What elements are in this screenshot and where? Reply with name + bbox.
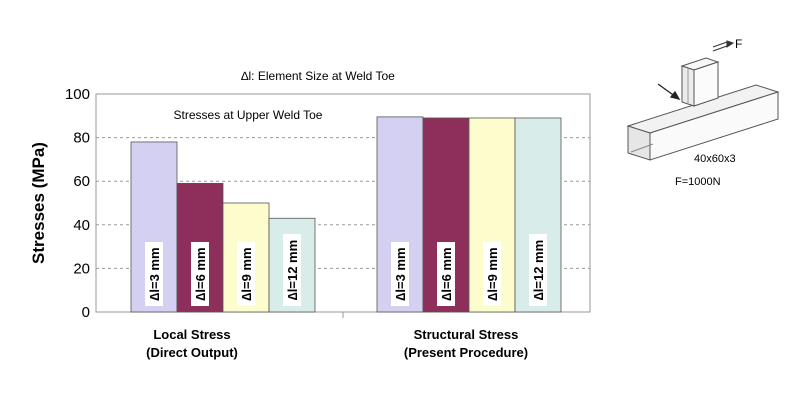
bar-label: ∆l=6 mm (439, 247, 454, 300)
bar-label: ∆l=9 mm (239, 247, 254, 300)
group-label-structural-line1: Structural Stress (414, 327, 519, 342)
force-arrow-icon (712, 40, 735, 52)
group-label-local-line2: (Direct Output) (146, 345, 238, 360)
bar-label: ∆l=3 mm (147, 247, 162, 300)
weld-joint-sketch (626, 57, 780, 161)
bar-label-box (237, 242, 255, 306)
element-size-note: ∆l: Element Size at Weld Toe (241, 69, 395, 83)
bar-label-box (529, 234, 547, 306)
y-tick-label: 20 (73, 260, 90, 277)
force-value-label: F=1000N (675, 176, 721, 188)
weld-toe-pointer-icon (657, 83, 681, 101)
y-axis-label: Stresses (MPa) (29, 142, 48, 264)
bar-label: ∆l=12 mm (531, 240, 546, 300)
y-tick-label: 100 (65, 86, 90, 103)
bar-label: ∆l=3 mm (393, 247, 408, 300)
y-tick-label: 40 (73, 217, 90, 234)
y-tick-labels: 0 20 40 60 80 100 (65, 86, 90, 321)
plot-annotation: Stresses at Upper Weld Toe (174, 108, 323, 122)
bar-label-box (191, 242, 209, 306)
y-tick-label: 80 (73, 130, 90, 147)
bar-labels: ∆l=3 mm ∆l=6 mm ∆l=9 mm ∆l=12 mm ∆l=3 mm ∆l=6… (145, 234, 547, 306)
bar-label-box (437, 242, 455, 306)
force-label: F (735, 37, 742, 51)
section-dims-label: 40x60x3 (694, 153, 736, 165)
y-tick-label: 60 (73, 173, 90, 190)
grid-lines (96, 137, 590, 318)
bar-label-box (391, 242, 409, 306)
bar-label: ∆l=6 mm (193, 247, 208, 300)
bar-label-box (483, 242, 501, 306)
bar-label: ∆l=12 mm (285, 240, 300, 300)
bar-label-box (145, 242, 163, 306)
y-tick-label: 0 (82, 304, 90, 321)
group-label-local-line1: Local Stress (153, 327, 230, 342)
bar-label-box (283, 234, 301, 306)
bar-label: ∆l=9 mm (485, 247, 500, 300)
group-label-structural-line2: (Present Procedure) (404, 345, 528, 360)
